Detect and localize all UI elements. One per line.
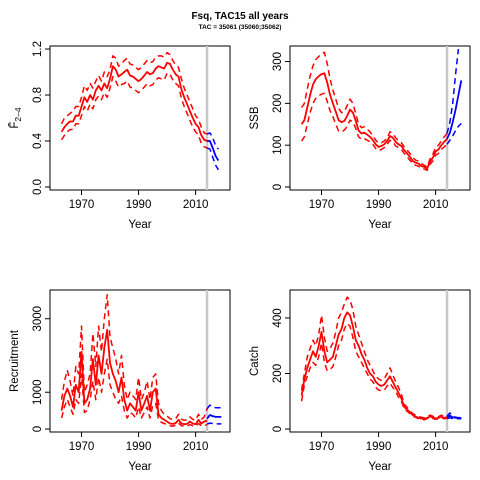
projection-dashed-line-5 [446,412,462,419]
projection-dashed-line-5 [206,132,219,150]
figure-title: Fsq, TAC15 all years [191,11,289,22]
plot-frame [289,45,471,191]
series-group [60,51,220,171]
projection-dashed-line-6 [206,147,220,171]
projection-dashed-line-6 [446,122,462,145]
plot-frame [49,45,231,191]
x-tick-label: 2010 [423,199,449,211]
series-group [60,294,222,427]
projection-solid-line-4 [446,80,463,140]
x-tick-label: 1990 [366,199,392,211]
historical-solid-line-1 [60,328,208,426]
y-tick-label: 1000 [32,379,44,405]
x-axis-label: Year [128,461,151,473]
y-tick-label: 0 [32,426,44,432]
panel-2: 1970 1990 2010 0 100 200 300 Year SSB [249,45,471,231]
x-tick-label: 2010 [183,199,209,211]
historical-dashed-line-2 [60,294,208,421]
x-axis-label: Year [368,219,391,231]
y-axis-label: SSB [249,106,261,129]
historical-dashed-line-3 [300,322,448,421]
projection-dashed-line-5 [206,404,222,410]
projection-solid-line-4 [207,140,220,162]
y-tick-label: 200 [272,94,284,113]
panel-4: 1970 1990 2010 0 200 400 Year Catch [249,289,471,473]
figure-subtitle: TAC = 35061 (35060;35062) [198,24,282,31]
plot-frame [49,289,231,433]
x-tick-label: 2010 [183,441,209,453]
x-axis-label: Year [368,461,391,473]
historical-dashed-line-3 [60,358,208,427]
historical-solid-line-1 [300,72,448,170]
historical-dashed-line-2 [60,51,208,135]
series-group [300,48,463,172]
x-tick-label: 1970 [309,199,335,211]
x-tick-label: 1990 [126,199,152,211]
y-tick-label: 200 [272,364,284,383]
x-tick-label: 1990 [126,441,152,453]
series-group [300,296,462,421]
panel-1: 1970 1990 2010 0.0 0.4 0.8 1.2 Year F̄2–4 [8,41,231,231]
x-axis-label: Year [128,219,151,231]
historical-solid-line-1 [300,311,448,420]
historical-dashed-line-2 [300,51,448,168]
y-axis-label: Catch [249,346,261,376]
historical-dashed-line-2 [300,296,448,419]
y-tick-label: 100 [272,136,284,155]
historical-dashed-line-3 [60,72,208,149]
y-tick-label: 0 [272,426,284,432]
x-tick-label: 1990 [366,441,392,453]
panel-3: 1970 1990 2010 0 1000 3000 Year Recruitment [9,289,231,473]
y-tick-label: 0.4 [32,132,44,149]
y-tick-label: 3000 [32,306,44,332]
projection-dashed-line-6 [206,422,222,425]
y-tick-label: 400 [272,308,284,327]
x-tick-label: 2010 [423,441,449,453]
x-tick-label: 1970 [69,441,95,453]
y-tick-label: 1.2 [32,41,44,57]
projection-dashed-line-6 [446,417,462,420]
y-tick-label: 300 [272,52,284,71]
x-tick-label: 1970 [309,441,335,453]
projection-dashed-line-5 [446,48,460,134]
y-tick-label: 0 [272,184,284,190]
x-tick-label: 1970 [69,199,95,211]
plot-frame [289,289,471,433]
historical-solid-line-1 [60,61,208,142]
y-axis-label: F̄2–4 [8,107,23,128]
y-tick-label: 0.8 [32,87,44,103]
y-axis-label: Recruitment [9,329,21,392]
y-tick-label: 0.0 [32,179,44,195]
historical-dashed-line-3 [300,92,448,172]
projection-solid-line-4 [206,414,222,420]
